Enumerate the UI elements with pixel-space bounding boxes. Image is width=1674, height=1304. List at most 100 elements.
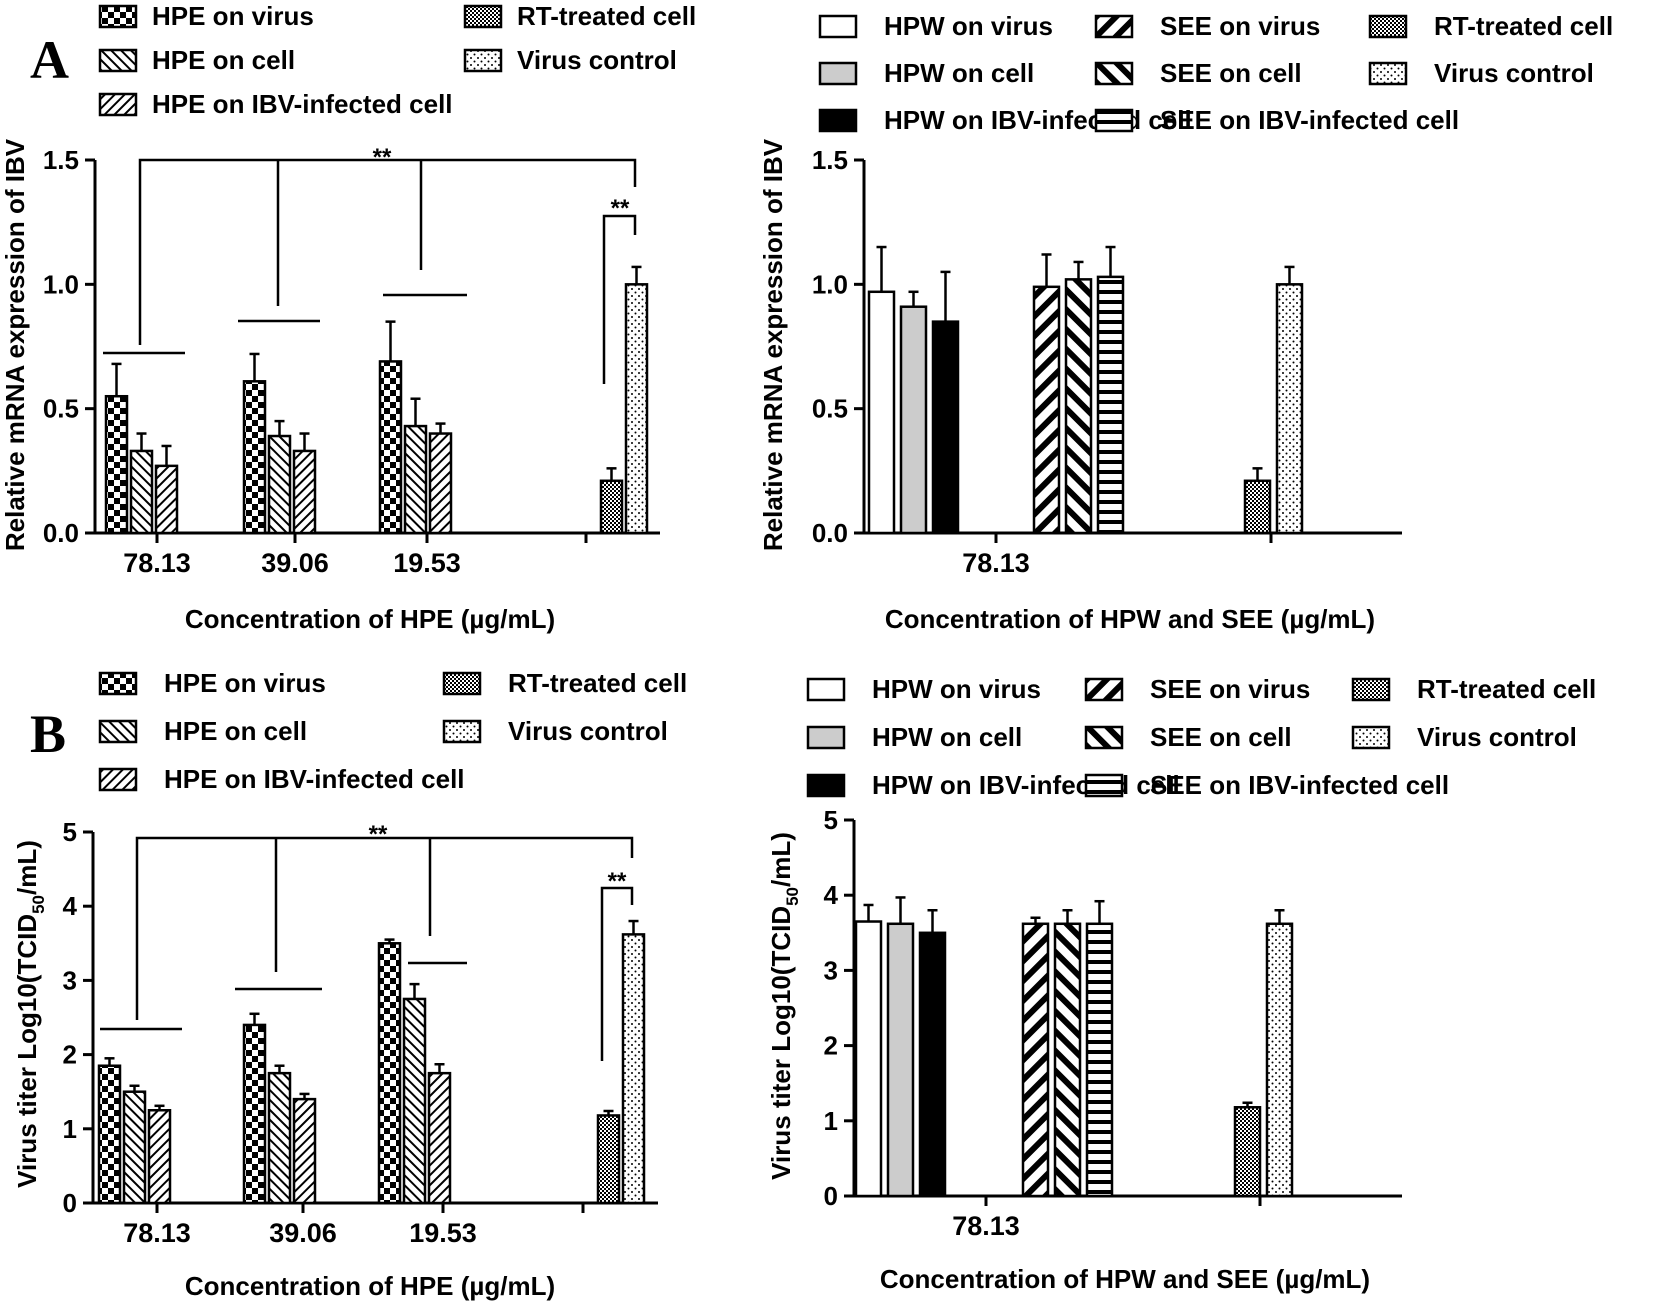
legend-label: Virus control xyxy=(508,716,668,746)
legend-item: SEE on IBV-infected cell xyxy=(1094,105,1459,135)
legend-label: SEE on cell xyxy=(1160,58,1302,88)
bar xyxy=(242,380,267,535)
legend-swatch xyxy=(463,4,503,29)
legend-a-left: HPE on virus HPE on cell HPE on IBV-infect… xyxy=(98,1,696,119)
legend-item: SEE on virus xyxy=(1084,674,1310,704)
plot-b-right: 0 1 2 3 4 5 78.13 xyxy=(824,805,1402,1241)
legend-swatch xyxy=(463,48,503,73)
legend-swatch xyxy=(806,677,846,702)
chart-b-right: HPW on virus HPW on cell HPW on IBV-infect… xyxy=(766,674,1596,1294)
sig-label-a-left-2: ** xyxy=(611,195,630,222)
legend-item: HPE on IBV-infected cell xyxy=(98,764,465,794)
y-tick-label: 0.0 xyxy=(812,518,848,548)
legend-label: RT-treated cell xyxy=(1417,674,1596,704)
x-category-label: 19.53 xyxy=(393,548,461,578)
legend-label: SEE on IBV-infected cell xyxy=(1150,770,1449,800)
sig-label-b-left-2: ** xyxy=(608,868,627,895)
chart-a-left: A HPE on virus HPE on cell HPE on IBV-infe… xyxy=(0,1,696,634)
y-tick-label: 1 xyxy=(824,1106,838,1136)
legend-label: HPW on cell xyxy=(872,722,1022,752)
y-tick-label: 1 xyxy=(63,1114,77,1144)
y-tick-label: 2 xyxy=(824,1031,838,1061)
legend-label: RT-treated cell xyxy=(1434,11,1613,41)
legend-item: HPE on IBV-infected cell xyxy=(98,89,453,119)
legend-swatch xyxy=(98,767,138,792)
bar xyxy=(104,394,129,535)
bar xyxy=(596,1114,621,1205)
significance-b-left: ** ** xyxy=(100,821,634,1061)
legend-label: HPE on virus xyxy=(164,668,326,698)
bar xyxy=(624,283,649,535)
bar xyxy=(1064,278,1093,535)
legend-label: SEE on virus xyxy=(1160,11,1320,41)
legend-swatch xyxy=(806,773,846,798)
legend-label: HPE on virus xyxy=(152,1,314,31)
bar xyxy=(154,464,179,535)
x-category-label: 78.13 xyxy=(952,1211,1020,1241)
legend-label: HPW on virus xyxy=(884,11,1053,41)
legend-swatch xyxy=(1084,725,1124,750)
legend-item: HPE on virus xyxy=(98,668,326,698)
x-axis-label-b-right: Concentration of HPW and SEE (µg/mL) xyxy=(880,1264,1370,1294)
legend-swatch xyxy=(1368,61,1408,86)
bar xyxy=(1085,922,1114,1198)
bar xyxy=(377,942,402,1205)
legend-item: HPE on virus xyxy=(98,1,314,31)
bar xyxy=(427,1071,452,1205)
legend-item: Virus control xyxy=(1368,58,1594,88)
bar xyxy=(267,1071,292,1205)
legend-a-right: HPW on virus HPW on cell HPW on IBV-infect… xyxy=(818,11,1613,135)
bar xyxy=(621,933,646,1205)
bar xyxy=(1243,479,1272,535)
bar xyxy=(267,434,292,535)
y-tick-label: 3 xyxy=(824,955,838,985)
y-axis-label-b-left: Virus titer Log10(TCID50/mL) xyxy=(12,840,48,1188)
legend-label: HPE on cell xyxy=(152,45,295,75)
legend-label: HPW on IBV-infected cell xyxy=(884,105,1192,135)
legend-label: HPE on IBV-infected cell xyxy=(164,764,465,794)
bar xyxy=(242,1023,267,1205)
legend-label: RT-treated cell xyxy=(517,1,696,31)
plot-a-left: 0.0 0.5 1.0 1.5 78.13 39.06 19.53 xyxy=(43,145,660,578)
legend-label: HPE on cell xyxy=(164,716,307,746)
y-tick-label: 5 xyxy=(63,817,77,847)
bar xyxy=(1096,275,1125,535)
legend-label: SEE on cell xyxy=(1150,722,1292,752)
bar xyxy=(886,922,915,1198)
x-category-label: 39.06 xyxy=(261,548,329,578)
legend-label: Virus control xyxy=(1417,722,1577,752)
legend-swatch xyxy=(1094,61,1134,86)
y-tick-label: 1.0 xyxy=(43,269,79,299)
legend-item: RT-treated cell xyxy=(1368,11,1613,41)
y-tick-label: 4 xyxy=(824,880,839,910)
legend-swatch xyxy=(1368,14,1408,39)
legend-swatch xyxy=(806,725,846,750)
legend-b-right: HPW on virus HPW on cell HPW on IBV-infect… xyxy=(806,674,1596,800)
legend-item: RT-treated cell xyxy=(463,1,696,31)
legend-item: SEE on IBV-infected cell xyxy=(1084,770,1449,800)
bar xyxy=(1021,922,1050,1198)
legend-item: HPE on cell xyxy=(98,716,307,746)
legend-item: Virus control xyxy=(1351,722,1577,752)
legend-item: HPW on IBV-infected cell xyxy=(806,770,1180,800)
y-tick-label: 4 xyxy=(63,891,78,921)
legend-label: Virus control xyxy=(1434,58,1594,88)
y-tick-label: 3 xyxy=(63,965,77,995)
legend-item: HPW on cell xyxy=(806,722,1022,752)
chart-a-right: HPW on virus HPW on cell HPW on IBV-infect… xyxy=(758,11,1613,634)
plot-a-right: 0.0 0.5 1.0 1.5 78.13 xyxy=(812,145,1402,578)
legend-item: RT-treated cell xyxy=(442,668,687,698)
legend-item: HPW on IBV-infected cell xyxy=(818,105,1192,135)
legend-label: HPW on IBV-infected cell xyxy=(872,770,1180,800)
bar xyxy=(403,424,428,535)
legend-swatch xyxy=(818,108,858,133)
legend-item: Virus control xyxy=(442,716,668,746)
x-category-label: 39.06 xyxy=(269,1218,337,1248)
legend-swatch xyxy=(1094,14,1134,39)
legend-label: HPW on virus xyxy=(872,674,1041,704)
legend-swatch xyxy=(818,14,858,39)
bar xyxy=(1233,1106,1262,1198)
y-tick-label: 2 xyxy=(63,1040,77,1070)
bar xyxy=(854,920,883,1198)
